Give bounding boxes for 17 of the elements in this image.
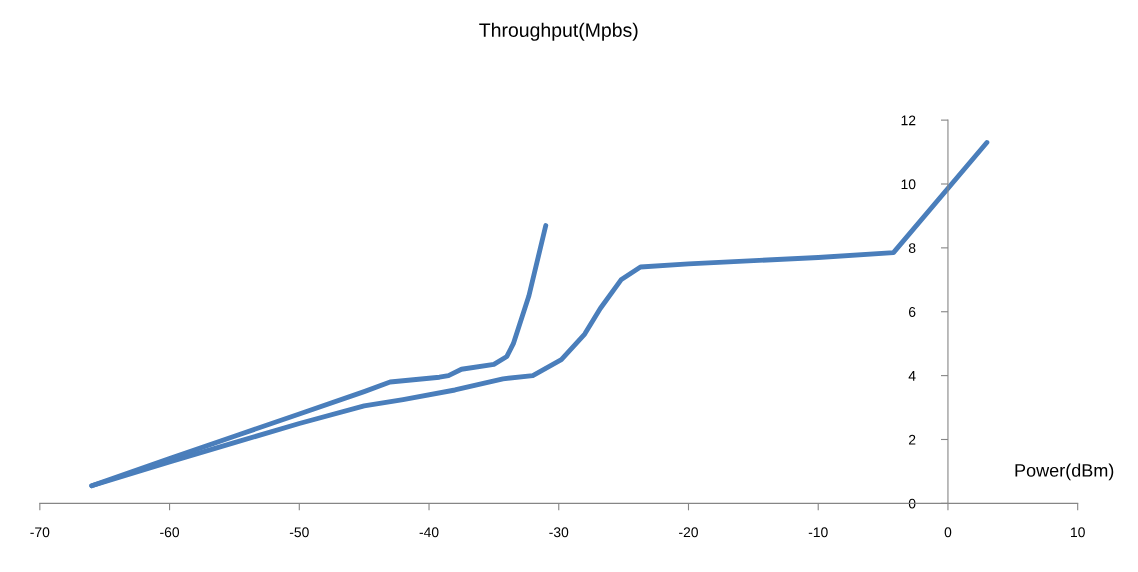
- x-tick-label: -60: [160, 527, 180, 538]
- y-tick-label: 6: [908, 307, 916, 317]
- y-tick-label: 2: [908, 434, 916, 445]
- x-tick-label: 10: [1071, 527, 1085, 538]
- y-tick-label: 12: [901, 115, 916, 126]
- x-tick-label: -30: [549, 527, 569, 538]
- y-tick-label: 4: [908, 371, 916, 381]
- x-tick-label: 0: [944, 527, 952, 538]
- x-tick-label: -10: [808, 527, 828, 538]
- y-tick-label: 10: [901, 179, 916, 190]
- x-tick-label: -50: [289, 527, 309, 538]
- x-tick-label: -70: [30, 527, 50, 538]
- x-axis-title: Power(dBm): [1015, 463, 1114, 481]
- x-tick-label: -40: [419, 527, 439, 538]
- y-tick-label: 8: [908, 243, 916, 254]
- x-tick-label: -20: [679, 527, 698, 538]
- chart-title: Throughput(Mpbs): [479, 22, 638, 41]
